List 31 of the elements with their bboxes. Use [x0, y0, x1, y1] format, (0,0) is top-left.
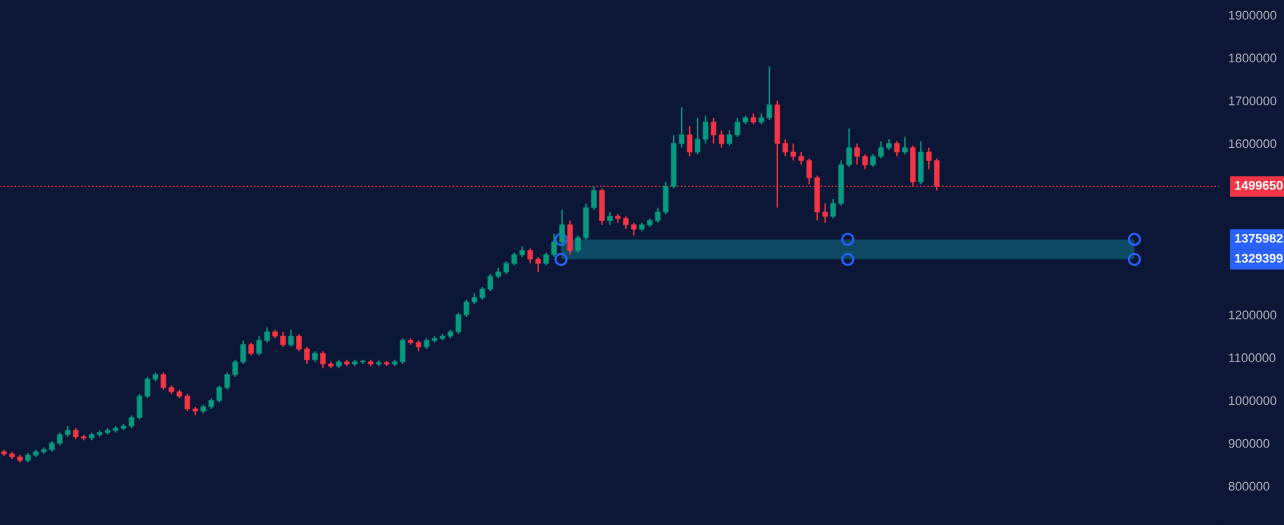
- y-tick-label: 900000: [1228, 439, 1270, 448]
- candlestick: [399, 337, 406, 365]
- candlestick: [854, 142, 860, 166]
- text: 1329399: [1235, 253, 1283, 263]
- candlestick: [766, 65, 773, 121]
- candlestick: [615, 213, 621, 224]
- y-tick-label: 1000000: [1229, 396, 1277, 406]
- candlestick: [902, 136, 908, 155]
- candlestick: [678, 106, 685, 149]
- y-tick-label: 1800000: [1229, 53, 1277, 63]
- candlestick: [240, 339, 246, 365]
- y-tick-label: 1900000: [1229, 10, 1277, 20]
- candlestick: [830, 198, 836, 220]
- candlestick: [551, 232, 557, 258]
- candlestick: [806, 157, 812, 185]
- candlestick: [702, 114, 709, 145]
- y-tick-label: 1100000: [1229, 353, 1276, 363]
- text: 1375982: [1235, 233, 1283, 243]
- y-tick-label: 1600000: [1229, 139, 1277, 149]
- candlestick: [926, 147, 932, 170]
- candlestick: [686, 125, 693, 157]
- candlestick: [846, 127, 852, 168]
- y-tick-label: 1200000: [1229, 310, 1277, 320]
- candlestick: [591, 185, 597, 211]
- candlestick: [694, 117, 701, 155]
- ref-line-label: 1499650: [1235, 180, 1283, 190]
- candlestick: [455, 311, 462, 335]
- y-tick-label: 800000: [1228, 481, 1270, 491]
- candlestick: [822, 202, 828, 224]
- y-tick-label: 1700000: [1229, 96, 1277, 106]
- candlestick: [256, 335, 262, 357]
